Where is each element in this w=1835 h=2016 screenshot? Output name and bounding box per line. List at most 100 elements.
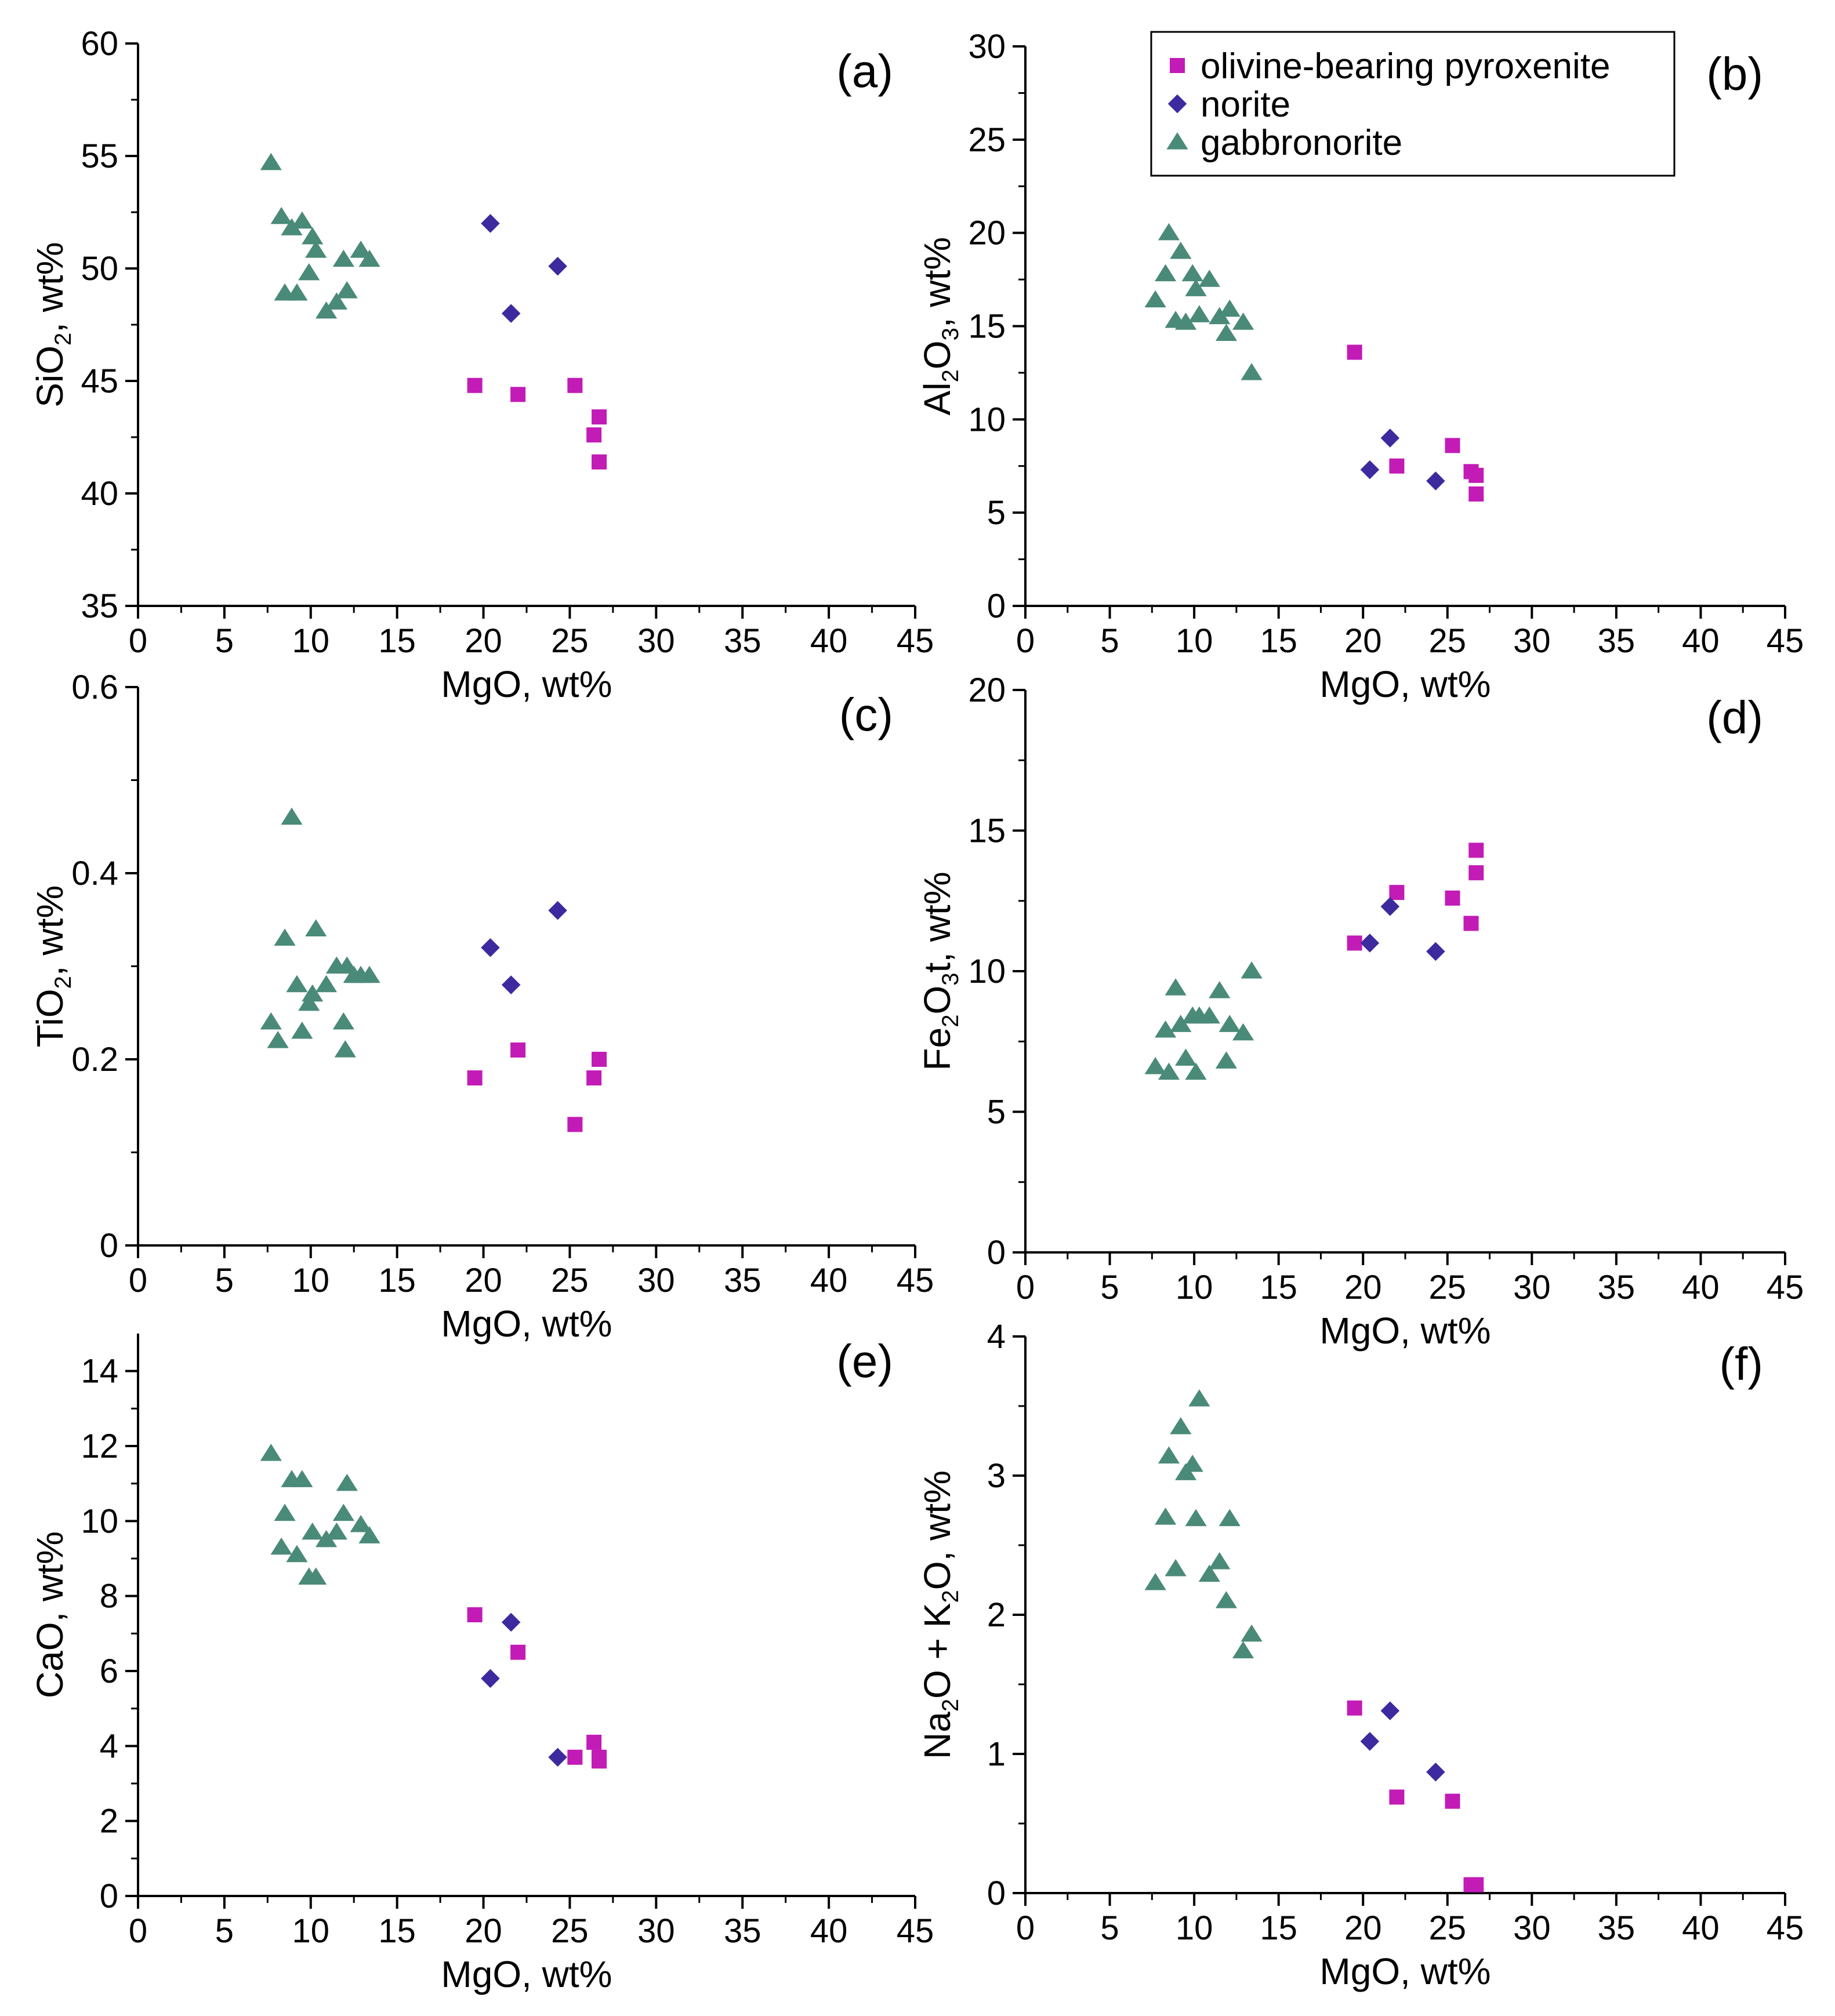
data-point-triangle [305,919,327,936]
y-axis-label-part: Na [916,1712,958,1759]
y-axis-label: Al2O3, wt% [916,237,963,416]
data-point-triangle [332,249,354,267]
y-tick-label: 15 [968,308,1006,346]
x-tick-label: 40 [1682,622,1720,660]
x-tick-label: 25 [1429,1909,1467,1947]
data-point-triangle [1170,1417,1192,1434]
data-point-triangle [281,807,303,825]
data-point-triangle [281,218,303,235]
y-axis-label-subscript: 2 [50,333,76,346]
data-point-triangle [332,1503,354,1521]
x-tick-label: 45 [1767,1269,1804,1306]
data-point-triangle [1158,1446,1180,1464]
x-tick-label: 30 [1513,622,1551,660]
x-tick-label: 0 [129,1262,147,1299]
x-tick-label: 0 [1016,1269,1035,1306]
data-point-square [467,1607,483,1622]
y-axis-label: Fe2O3t, wt% [916,871,963,1070]
data-point-triangle [1209,307,1231,325]
panel-a: 0 5 10 15 20 25 30 35 40 45 35 40 45 50 55 60 MgO, wt% Si… [29,25,934,705]
data-point-diamond [1426,471,1445,491]
x-tick-label: 45 [1767,1909,1804,1947]
data-point-triangle [305,241,327,258]
x-tick-label: 0 [129,1912,147,1950]
data-point-triangle [334,1040,356,1058]
series-square [467,1607,607,1769]
x-tick-label: 30 [637,622,675,660]
data-point-triangle [336,1473,358,1491]
y-axis-label-part: Fe [916,1027,958,1071]
y-tick-label: 0 [987,587,1006,625]
y-tick-label: 25 [968,121,1006,159]
data-point-triangle [286,283,308,301]
x-tick-label: 15 [1260,1909,1297,1947]
data-point-triangle [1232,1641,1254,1659]
data-point-diamond [548,256,567,276]
data-point-square [592,454,607,470]
data-point-diamond [1426,942,1445,961]
data-point-diamond [548,900,567,920]
data-point-square [1347,344,1362,360]
data-point-diamond [548,1748,567,1767]
x-tick-label: 5 [215,1262,234,1299]
x-tick-label: 20 [465,1262,502,1299]
data-point-triangle [1158,223,1180,241]
data-point-square [586,427,602,443]
y-tick-label: 0 [987,1234,1006,1272]
x-tick-label: 0 [1016,622,1035,660]
series-square [467,1042,607,1132]
x-axis-label: MgO, wt% [441,1303,612,1345]
legend-marker-triangle [1166,132,1188,150]
data-point-square [1347,935,1362,951]
data-point-triangle [1215,1591,1238,1608]
data-point-triangle [260,1012,282,1030]
data-point-square [510,1644,526,1660]
y-tick-label: 10 [968,401,1006,438]
x-tick-label: 25 [551,1912,589,1950]
data-point-triangle [1170,1015,1192,1032]
data-point-diamond [481,1669,500,1688]
y-axis-label: TiO2, wt% [29,885,76,1047]
data-point-triangle [1209,1552,1231,1570]
series-triangle [1144,1389,1263,1659]
x-tick-label: 25 [1429,1269,1467,1306]
y-tick-label: 14 [81,1353,118,1390]
data-point-diamond [1380,897,1400,916]
y-axis-label-subscript: 3 [938,973,963,986]
y-tick-label: 6 [100,1652,118,1690]
data-point-triangle [298,993,320,1011]
y-tick-label: 20 [968,215,1006,252]
data-point-square [567,1117,583,1132]
x-tick-label: 0 [129,622,147,660]
series-square [467,377,607,470]
x-tick-label: 0 [1016,1909,1035,1947]
data-point-diamond [1360,460,1380,480]
data-point-square [1468,486,1484,502]
data-point-triangle [1155,1508,1177,1525]
y-axis-label-part: CaO, wt% [29,1531,71,1698]
y-tick-label: 0 [100,1227,118,1265]
y-axis-label-part: O [916,986,958,1015]
x-tick-label: 20 [465,1912,502,1950]
y-axis-label: SiO2, wt% [29,242,76,407]
x-tick-label: 40 [810,1262,848,1299]
data-point-triangle [305,1567,327,1585]
x-tick-label: 10 [1176,1909,1213,1947]
x-tick-label: 10 [292,1912,330,1950]
y-axis-label-subscript: 2 [938,1015,963,1027]
x-tick-label: 40 [810,622,848,660]
y-tick-label: 20 [968,671,1006,709]
x-tick-label: 25 [1429,622,1467,660]
series-diamond [481,214,567,323]
data-point-triangle [315,975,338,993]
data-point-triangle [1188,1389,1210,1407]
x-tick-label: 10 [1176,1269,1213,1306]
y-tick-label: 15 [968,812,1006,850]
y-tick-label: 0.2 [71,1041,118,1078]
data-point-square [592,1753,607,1769]
series-square [1347,344,1484,502]
x-tick-label: 5 [215,1912,234,1950]
data-point-square [1389,458,1405,474]
data-point-diamond [501,304,521,323]
data-point-triangle [315,1530,338,1548]
